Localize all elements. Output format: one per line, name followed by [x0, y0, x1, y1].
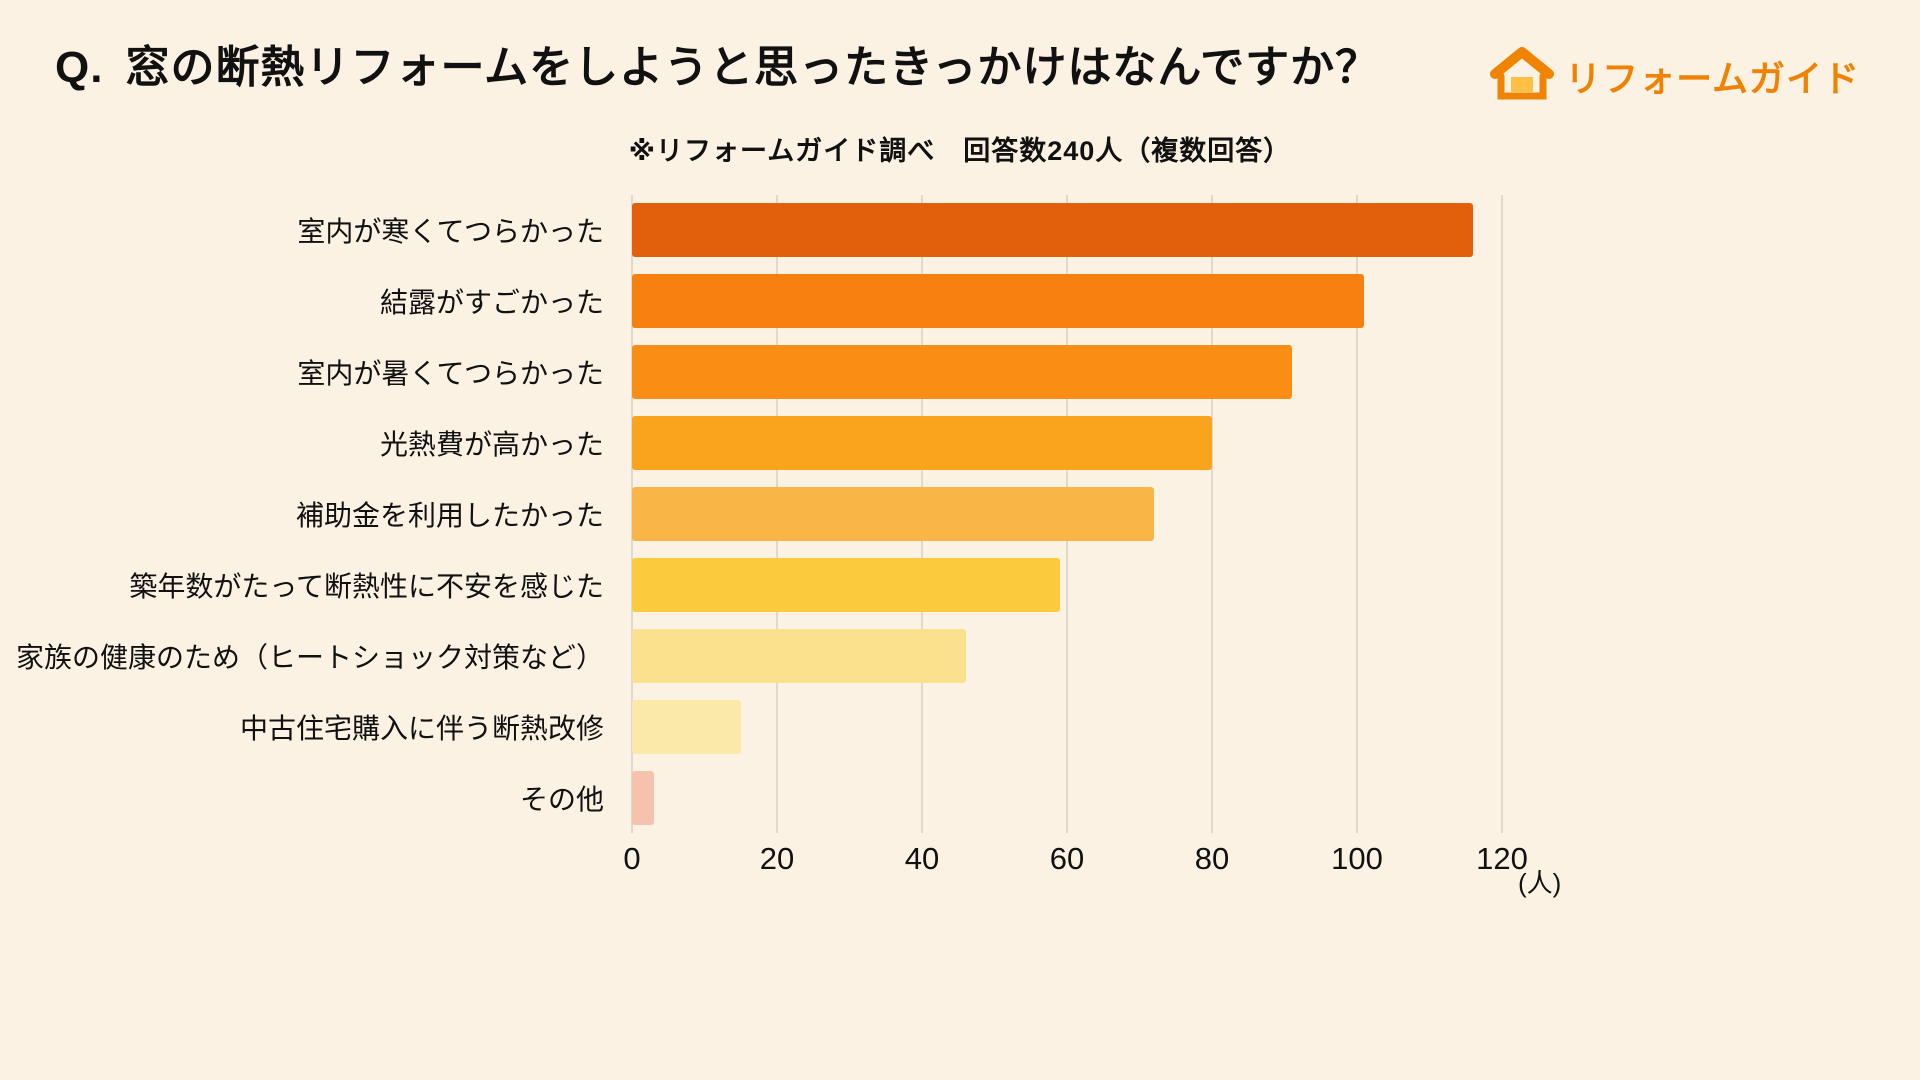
bar — [632, 628, 966, 683]
category-label: 築年数がたって断熱性に不安を感じた — [129, 570, 604, 602]
x-tick-label: 120 — [1476, 841, 1528, 876]
bar-chart: 室内が寒くてつらかった結露がすごかった室内が暑くてつらかった光熱費が高かった補助… — [15, 195, 1800, 915]
gridline — [1356, 195, 1358, 833]
bar — [632, 699, 741, 754]
gridline — [1210, 195, 1213, 833]
title-row: Q. 窓の断熱リフォームをしようと思ったきっかけはなんですか？ リフォームガイド — [0, 42, 1920, 107]
header: Q. 窓の断熱リフォームをしようと思ったきっかけはなんですか？ リフォームガイド … — [0, 0, 1920, 168]
bar — [632, 416, 1212, 471]
x-tick-label: 0 — [623, 841, 641, 876]
bar — [632, 557, 1060, 612]
category-label: 中古住宅購入に伴う断熱改修 — [239, 712, 604, 744]
category-label: 室内が暑くてつらかった — [297, 358, 604, 390]
brand-name: リフォームガイド — [1565, 57, 1860, 99]
x-tick-label: 60 — [1049, 841, 1085, 876]
category-label: 家族の健康のため（ヒートショック対策など） — [15, 641, 604, 673]
house-icon — [1489, 44, 1555, 107]
bar — [632, 487, 1154, 541]
bar — [632, 345, 1292, 400]
category-label: 補助金を利用したかった — [295, 499, 604, 531]
gridline — [1501, 195, 1503, 833]
x-tick-label: 80 — [1194, 841, 1230, 876]
category-label: 室内が寒くてつらかった — [297, 216, 604, 248]
x-axis: 0 20 40 60 80 100 120 — [623, 841, 1527, 887]
x-tick-label: 20 — [759, 841, 795, 876]
bars-layer — [632, 195, 1502, 833]
question-text: 窓の断熱リフォームをしようと思ったきっかけはなんですか？ — [125, 43, 1381, 92]
category-label: 結露がすごかった — [379, 287, 604, 319]
category-label: その他 — [519, 783, 604, 815]
axis-unit-label: (人) — [1518, 868, 1562, 898]
page-title: Q. 窓の断熱リフォームをしようと思ったきっかけはなんですか？ — [55, 42, 1380, 95]
bar — [632, 770, 654, 825]
category-labels: 室内が寒くてつらかった結露がすごかった室内が暑くてつらかった光熱費が高かった補助… — [15, 195, 618, 833]
x-tick-label: 100 — [1331, 841, 1383, 876]
question-prefix: Q. — [55, 43, 104, 92]
survey-note: ※リフォームガイド調べ 回答数240人（複数回答） — [628, 136, 1292, 166]
plot-area — [631, 195, 1503, 833]
x-tick-label: 40 — [904, 841, 940, 876]
category-label: 光熱費が高かった — [379, 429, 604, 461]
bar — [632, 274, 1365, 329]
bar — [632, 203, 1473, 258]
brand-logo: リフォームガイド — [1489, 44, 1860, 107]
